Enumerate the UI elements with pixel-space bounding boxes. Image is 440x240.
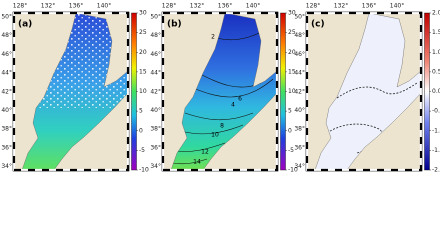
latitude-label: 40° <box>1 107 12 114</box>
contour-line <box>172 158 208 165</box>
latitude-label: 46° <box>1 51 12 58</box>
frame-outline <box>305 11 423 172</box>
contour-line <box>192 78 274 98</box>
colorbar-label: 1.0 <box>432 49 440 56</box>
latitude-label: 36° <box>150 144 161 151</box>
colorbar-label: 15 <box>139 68 147 75</box>
colorbar-label: 0 <box>139 127 143 134</box>
colorbar-label: 20 <box>139 49 147 56</box>
panel-label: (b) <box>167 20 182 30</box>
contour-line <box>180 124 244 135</box>
contour-label: 14 <box>193 159 201 166</box>
longitude-label: 136° <box>69 3 83 10</box>
longitude-label: 132° <box>41 3 55 10</box>
latitude-label: 48° <box>294 32 305 39</box>
colorbar-label: -1.0 <box>432 127 440 134</box>
colorbar-label: 0.0 <box>432 88 440 95</box>
colorbar-label: 20 <box>288 49 296 56</box>
longitude-label: 128° <box>306 3 320 10</box>
contour-label: 4 <box>231 102 235 109</box>
colorbar-label: 1.5 <box>432 29 440 36</box>
contour-label: 6 <box>238 96 242 103</box>
frame-outline <box>161 11 279 172</box>
colorbar-label: -10 <box>288 167 298 174</box>
colorbar-label: -2.0 <box>432 167 440 174</box>
latitude-label: 42° <box>294 88 305 95</box>
colorbar-label: -10 <box>139 167 149 174</box>
longitude-label: 128° <box>162 3 176 10</box>
colorbar-label: -5 <box>288 147 294 154</box>
longitude-label: 132° <box>334 3 348 10</box>
colorbar-label: 0 <box>288 127 292 134</box>
longitude-label: 132° <box>190 3 204 10</box>
figure: (a) 128° 132° 136° 140° 50° 48° 46° 44° 42° 40° 38°… <box>1 3 440 174</box>
colorbar <box>280 12 286 171</box>
latitude-label: 48° <box>1 32 12 39</box>
longitude-label: 136° <box>218 3 232 10</box>
panel-label: (c) <box>311 20 325 30</box>
latitude-label: 34° <box>150 163 161 170</box>
colorbar-label: -5 <box>139 147 145 154</box>
contour-line <box>184 112 254 121</box>
latitude-label: 48° <box>150 32 161 39</box>
contour-label: 10 <box>211 132 219 139</box>
colorbar-label: 2.0 <box>432 10 440 17</box>
latitude-label: 44° <box>150 70 161 77</box>
colorbar <box>131 12 137 171</box>
latitude-label: 34° <box>294 163 305 170</box>
colorbar-label: -1.5 <box>432 147 440 154</box>
colorbar-label: 5 <box>288 108 292 115</box>
colorbar-label: 25 <box>139 29 147 36</box>
colorbar-label: 30 <box>139 10 147 17</box>
colorbar-label: 25 <box>288 29 296 36</box>
colorbar-label: 5 <box>139 108 143 115</box>
latitude-label: 38° <box>1 126 12 133</box>
longitude-label: 140° <box>390 3 404 10</box>
latitude-label: 36° <box>1 144 12 151</box>
latitude-label: 44° <box>1 70 12 77</box>
longitude-label: 140° <box>246 3 260 10</box>
latitude-label: 36° <box>294 144 305 151</box>
colorbar <box>424 12 430 171</box>
contour-label: 8 <box>220 123 224 130</box>
latitude-label: 42° <box>150 88 161 95</box>
latitude-label: 44° <box>294 70 305 77</box>
longitude-label: 140° <box>97 3 111 10</box>
latitude-label: 40° <box>150 107 161 114</box>
latitude-label: 50° <box>1 14 12 21</box>
latitude-label: 50° <box>294 14 305 21</box>
colorbar-label: 15 <box>288 68 296 75</box>
contour-label: 12 <box>201 149 209 156</box>
latitude-label: 50° <box>150 14 161 21</box>
latitude-label: 46° <box>294 51 305 58</box>
dashed-contour <box>336 82 418 99</box>
latitude-label: 38° <box>150 126 161 133</box>
longitude-label: 136° <box>362 3 376 10</box>
map-panel: (c) 128° 132° 136° 140° 50° 48° 46° 44° 42° 40° 38°… <box>294 3 440 174</box>
colorbar-label: 0.5 <box>432 68 440 75</box>
latitude-label: 46° <box>150 51 161 58</box>
frame-black <box>12 11 130 172</box>
frame-outline <box>12 11 130 172</box>
colorbar-label: 30 <box>288 10 296 17</box>
panel-label: (a) <box>18 20 32 30</box>
frame-black <box>305 11 423 172</box>
contour-line <box>176 142 226 152</box>
frame-black <box>161 11 279 172</box>
latitude-label: 38° <box>294 126 305 133</box>
latitude-label: 40° <box>294 107 305 114</box>
longitude-label: 128° <box>13 3 27 10</box>
latitude-label: 42° <box>1 88 12 95</box>
map-panel: (a) 128° 132° 136° 140° 50° 48° 46° 44° 42° 40° 38°… <box>1 3 149 174</box>
colorbar-label: 10 <box>139 88 147 95</box>
colorbar-label: -0.5 <box>432 108 440 115</box>
latitude-label: 34° <box>1 163 12 170</box>
contour-label: 2 <box>211 34 215 41</box>
colorbar-label: 10 <box>288 88 296 95</box>
